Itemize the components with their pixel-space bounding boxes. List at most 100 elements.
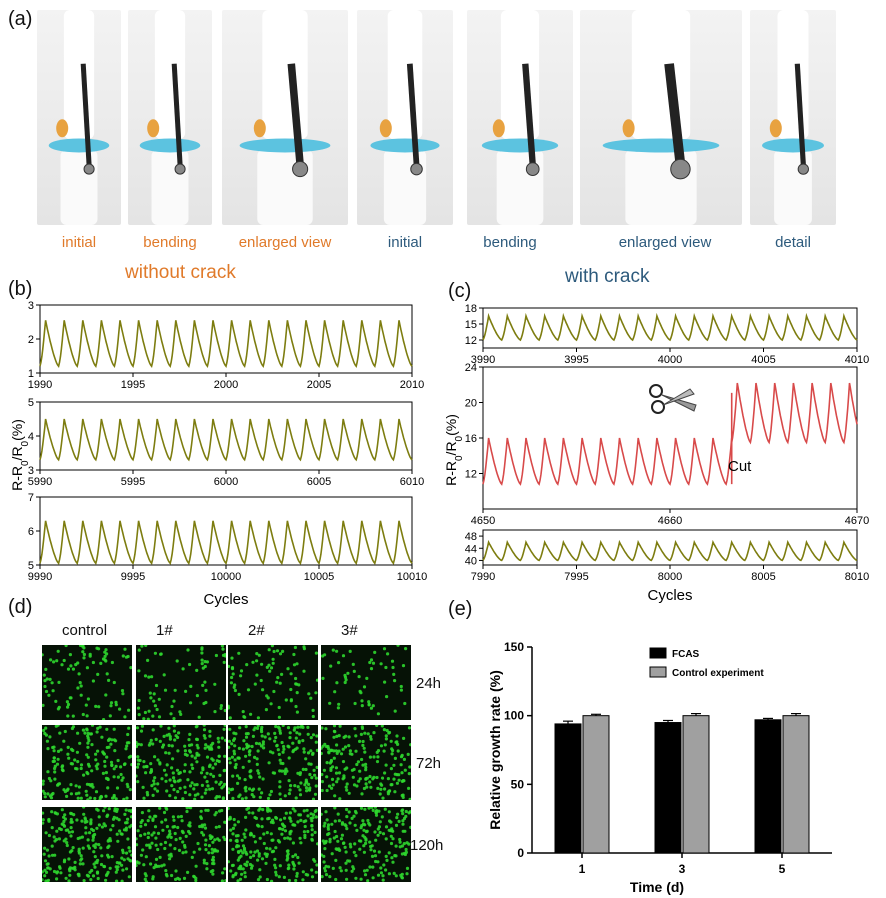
cell-dot xyxy=(137,713,141,717)
cell-dot xyxy=(253,840,257,844)
cell-dot xyxy=(208,763,212,767)
cell-dot xyxy=(116,775,120,779)
cell-dot xyxy=(293,747,298,751)
cell-dot xyxy=(56,749,61,753)
cell-dot xyxy=(136,780,140,784)
cell-dot xyxy=(260,825,264,829)
cell-dot xyxy=(200,658,204,662)
cell-dot xyxy=(368,660,372,665)
cell-dot xyxy=(167,726,171,730)
sensor-knob xyxy=(83,163,95,175)
sensor-knob xyxy=(410,162,423,176)
cell-dot xyxy=(293,853,298,857)
cell-dot xyxy=(196,746,200,750)
x-tick-label: 1990 xyxy=(28,379,52,391)
cell-dot xyxy=(202,861,206,865)
cell-dot xyxy=(345,807,349,812)
cell-dot xyxy=(341,760,346,764)
x-tick-label: 2010 xyxy=(400,379,424,391)
cell-dot xyxy=(101,771,105,775)
cell-dot xyxy=(242,832,246,836)
meniscus-shape xyxy=(481,138,559,153)
cell-dot xyxy=(361,763,365,767)
cell-dot xyxy=(376,786,380,790)
cell-dot xyxy=(343,823,347,827)
cell-dot xyxy=(62,819,66,824)
cell-dot xyxy=(85,793,89,797)
y-axis-label: Relative growth rate (%) xyxy=(487,670,503,829)
cell-dot xyxy=(237,746,241,750)
cell-dot xyxy=(109,701,114,705)
cell-dot xyxy=(44,831,48,835)
cell-dot xyxy=(146,793,150,797)
cell-dot xyxy=(298,813,302,817)
cell-dot xyxy=(193,797,197,801)
y-label-r: R-R xyxy=(443,461,459,486)
cell-dot xyxy=(155,707,159,712)
cell-dot xyxy=(265,808,270,812)
cell-dot xyxy=(152,779,156,783)
cell-dot xyxy=(404,647,408,651)
cell-dot xyxy=(402,842,406,846)
cell-dot xyxy=(335,847,339,851)
x-tick-label: 1 xyxy=(579,862,586,876)
cell-dot xyxy=(369,737,373,741)
cell-dot xyxy=(282,875,286,879)
cell-dot xyxy=(383,743,387,747)
cell-dot xyxy=(141,785,145,789)
cell-dot xyxy=(299,841,303,845)
cell-dot xyxy=(148,691,152,695)
cell-dot xyxy=(151,742,155,746)
cell-dot xyxy=(108,866,112,870)
cell-dot xyxy=(370,805,374,809)
cell-dot xyxy=(102,864,106,868)
cell-dot xyxy=(351,865,355,869)
cell-dot xyxy=(384,868,388,872)
cell-dot xyxy=(210,851,214,855)
cell-dot xyxy=(52,869,57,874)
cell-dot xyxy=(231,672,235,676)
cell-dot xyxy=(325,818,329,822)
cell-dot xyxy=(177,771,181,776)
x-tick-label: 7990 xyxy=(471,571,495,583)
cell-dot xyxy=(123,715,127,719)
fluor-image xyxy=(321,643,411,720)
cell-dot xyxy=(306,725,310,729)
cell-dot xyxy=(298,836,302,840)
cell-dot xyxy=(84,789,88,793)
cell-dot xyxy=(360,824,364,828)
cell-dot xyxy=(299,818,303,822)
cell-dot xyxy=(324,873,329,877)
cell-dot xyxy=(42,852,46,856)
cell-dot xyxy=(391,860,395,864)
cell-dot xyxy=(55,877,59,881)
cell-dot xyxy=(368,780,372,784)
cell-dot xyxy=(73,868,77,872)
y-tick-label: 2 xyxy=(28,334,34,346)
cell-dot xyxy=(68,866,72,870)
cell-dot xyxy=(123,647,127,651)
cell-dot xyxy=(265,852,269,856)
cell-dot xyxy=(260,734,264,738)
cell-dot xyxy=(169,835,173,839)
y-label-r: R-R xyxy=(9,466,25,491)
cell-dot xyxy=(69,783,73,787)
cell-dot xyxy=(283,772,287,776)
cell-dot xyxy=(229,869,233,873)
cell-dot xyxy=(336,839,340,843)
cell-dot xyxy=(407,811,411,815)
cell-dot xyxy=(120,832,124,836)
cell-dot xyxy=(382,647,387,651)
cell-dot xyxy=(293,645,297,650)
cell-dot xyxy=(57,782,62,786)
cell-dot xyxy=(223,867,227,871)
cell-dot xyxy=(80,835,84,839)
cell-dot xyxy=(209,870,213,874)
cell-dot xyxy=(363,823,367,827)
cell-dot xyxy=(220,736,224,740)
cell-dot xyxy=(315,863,319,867)
cell-dot xyxy=(373,805,377,809)
cell-dot xyxy=(350,816,354,820)
cell-dot xyxy=(256,749,260,753)
